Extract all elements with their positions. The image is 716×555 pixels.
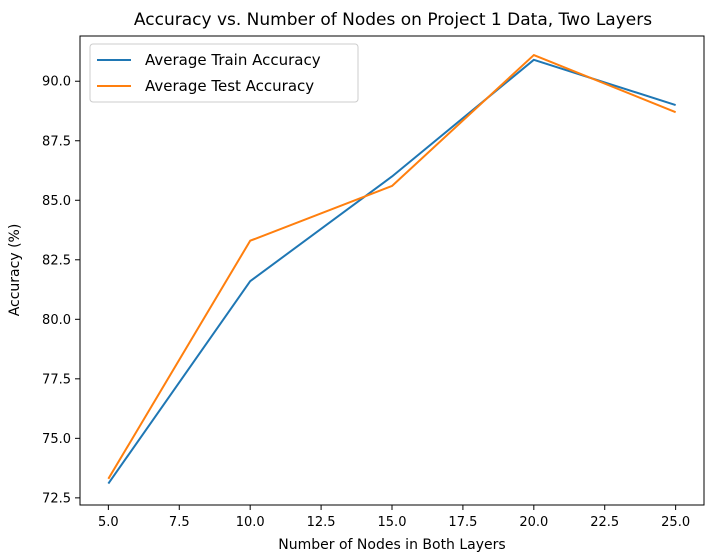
legend-box [89, 43, 359, 103]
y-tick-label: 75.0 [42, 432, 71, 447]
y-tick-label: 82.5 [42, 253, 71, 268]
y-tick-label: 85.0 [42, 194, 71, 209]
legend-label: Average Train Accuracy [145, 51, 321, 69]
y-tick-label: 90.0 [42, 75, 71, 90]
x-tick-label: 12.5 [307, 515, 336, 530]
x-axis-label: Number of Nodes in Both Layers [278, 537, 505, 553]
series-line-train [107, 58, 676, 485]
y-tick-label: 72.5 [42, 491, 71, 506]
x-tick-label: 20.0 [519, 515, 548, 530]
x-tick-label: 5.0 [98, 515, 119, 530]
x-tick-label: 17.5 [448, 515, 477, 530]
x-tick-label: 7.5 [169, 515, 190, 530]
x-tick-label: 22.5 [590, 515, 619, 530]
series-line-test [107, 54, 677, 480]
plot-area [107, 54, 677, 485]
y-axis: 72.5 75.0 77.5 80.0 82.5 85.0 87.5 90.0 [42, 75, 80, 506]
y-tick-label: 87.5 [42, 134, 71, 149]
plot-frame [79, 35, 705, 506]
legend: Average Train Accuracy Average Test Accur… [89, 43, 359, 103]
y-tick-label: 80.0 [42, 313, 71, 328]
x-tick-label: 10.0 [236, 515, 265, 530]
x-axis: 5.0 7.5 10.0 12.5 15.0 17.5 20.0 22.5 25.0 [98, 505, 690, 530]
chart-title: Accuracy vs. Number of Nodes on Project … [134, 10, 652, 30]
y-axis-label: Accuracy (%) [7, 224, 23, 317]
legend-label: Average Test Accuracy [145, 77, 314, 95]
y-tick-label: 77.5 [42, 372, 71, 387]
x-tick-label: 25.0 [661, 515, 690, 530]
x-tick-label: 15.0 [378, 515, 407, 530]
